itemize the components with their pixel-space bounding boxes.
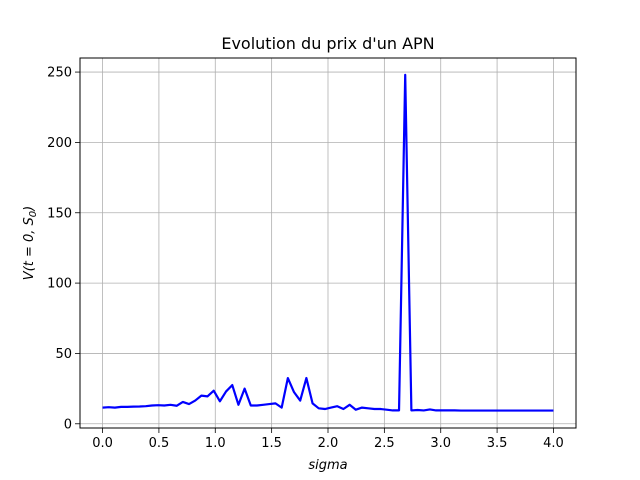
x-tick-label: 0.5 bbox=[149, 436, 170, 451]
x-tick-label: 2.0 bbox=[318, 436, 339, 451]
x-tick-label: 4.0 bbox=[543, 436, 564, 451]
y-tick-label: 250 bbox=[47, 66, 72, 81]
chart-title: Evolution du prix d'un APN bbox=[221, 34, 434, 53]
series-line bbox=[102, 73, 554, 412]
x-tick-label: 3.5 bbox=[487, 436, 508, 451]
y-tick-label: 0 bbox=[64, 417, 72, 432]
y-tick-label: 100 bbox=[47, 277, 72, 292]
y-tick-label: 150 bbox=[47, 206, 72, 221]
y-axis-ticks: 0 50 100 150 200 250 bbox=[47, 66, 80, 432]
y-tick-label: 200 bbox=[47, 136, 72, 151]
x-axis-label: sigma bbox=[308, 458, 347, 473]
grid bbox=[80, 58, 576, 428]
x-tick-label: 2.5 bbox=[374, 436, 395, 451]
y-axis-label: V(t = 0, S0) bbox=[22, 206, 39, 280]
x-tick-label: 1.5 bbox=[261, 436, 282, 451]
x-tick-label: 1.0 bbox=[205, 436, 226, 451]
x-tick-label: 0.0 bbox=[92, 436, 113, 451]
plot-area bbox=[102, 73, 554, 412]
x-tick-label: 3.0 bbox=[430, 436, 451, 451]
x-axis-ticks: 0.0 0.5 1.0 1.5 2.0 2.5 3.0 3.5 4.0 bbox=[92, 428, 564, 451]
y-tick-label: 50 bbox=[55, 347, 72, 362]
